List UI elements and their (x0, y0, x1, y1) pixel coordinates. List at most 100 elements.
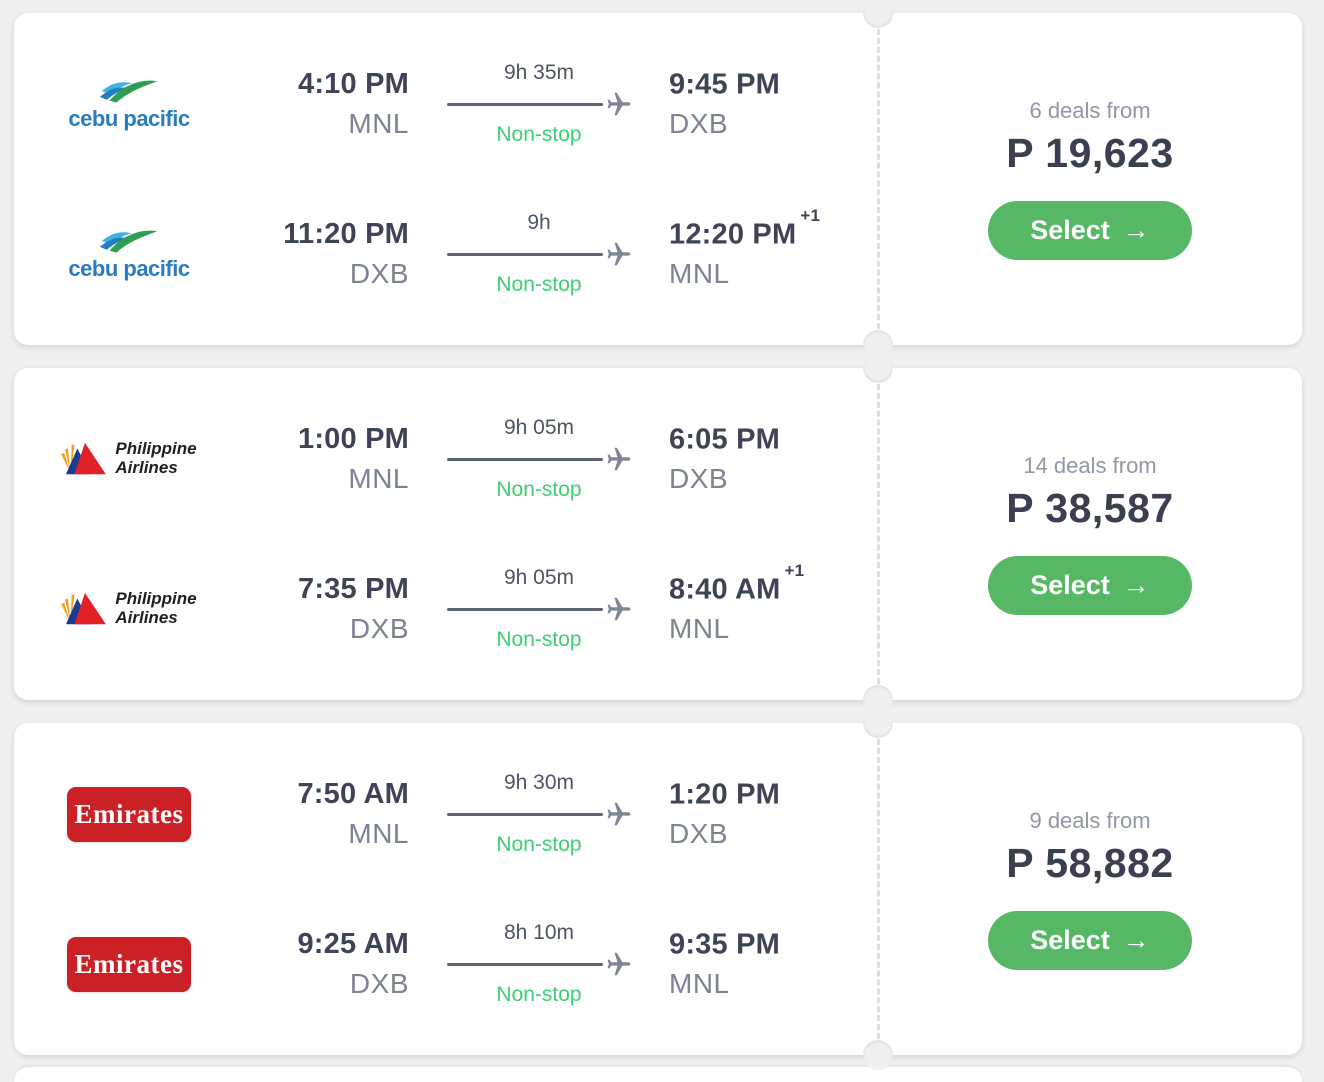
outbound-leg: Emirates 7:50 AM MNL 9h 30m Non-stop 1:2… (54, 771, 878, 857)
plane-icon (607, 952, 630, 976)
departure-time: 9:25 AM (297, 928, 409, 960)
ticket-notch-bottom (863, 1040, 893, 1070)
nonstop-label: Non-stop (496, 833, 582, 856)
nonstop-label: Non-stop (496, 273, 582, 296)
flight-result-card-philippine-airlines[interactable]: Philippine Airlines 1:00 PM MNL 9h 05m N… (14, 353, 1302, 715)
departure-block: 1:00 PM MNL (229, 423, 409, 495)
emirates-wordmark: Emirates (74, 798, 184, 829)
arrival-airport-code: MNL (669, 613, 730, 645)
flight-result-card-cebu-pacific[interactable]: cebu pacific 4:10 PM MNL 9h 35m Non-stop… (14, 0, 1302, 360)
duration-label: 9h 35m (503, 61, 575, 84)
plane-icon (607, 92, 630, 116)
ticket-perforation (877, 384, 880, 684)
route-line (434, 241, 644, 268)
route-line-bar (446, 812, 603, 817)
departure-airport-code: DXB (349, 968, 409, 999)
route-line-bar (446, 607, 603, 612)
departure-block: 7:50 AM MNL (229, 778, 409, 850)
philippine-airlines-wordmark: Philippine Airlines (115, 439, 197, 477)
route-line-bar (446, 252, 603, 257)
deals-count: 6 deals from (1029, 98, 1151, 123)
route-line (434, 596, 644, 623)
duration-label: 8h 10m (503, 921, 575, 944)
ticket-notch-top (863, 0, 893, 28)
outbound-leg: Philippine Airlines 1:00 PM MNL 9h 05m N… (54, 416, 878, 502)
select-button[interactable]: Select → (988, 911, 1192, 970)
plane-icon (607, 447, 630, 471)
airline-logo-philippine-airlines: Philippine Airlines (54, 440, 204, 478)
cebu-pacific-bird-icon (99, 80, 158, 103)
deals-count: 9 deals from (1029, 808, 1151, 833)
price-panel: 9 deals from P 58,882 Select → (878, 723, 1302, 1055)
duration-label: 9h 05m (503, 416, 575, 439)
emirates-logo: Emirates (67, 936, 191, 992)
nonstop-label: Non-stop (496, 478, 582, 501)
ticket-notch-top (863, 708, 893, 738)
arrival-time: 12:20 PM+1 (669, 205, 821, 251)
price: P 38,587 (1006, 485, 1174, 531)
flight-result-card-emirates[interactable]: Emirates 7:50 AM MNL 9h 30m Non-stop 1:2… (14, 708, 1302, 1070)
nonstop-label: Non-stop (496, 983, 582, 1006)
departure-airport-code: MNL (348, 463, 409, 494)
nonstop-label: Non-stop (496, 123, 582, 146)
departure-time: 7:35 PM (298, 573, 409, 605)
arrival-time: 9:35 PM (669, 928, 780, 961)
route-line (434, 951, 644, 978)
duration-block: 9h 05m Non-stop (434, 566, 644, 652)
price-panel: 14 deals from P 38,587 Select → (878, 368, 1302, 700)
plane-icon (607, 597, 630, 621)
plane-icon (607, 242, 630, 266)
return-leg: cebu pacific 11:20 PM DXB 9h Non-stop 12… (54, 205, 878, 297)
itinerary-panel: cebu pacific 4:10 PM MNL 9h 35m Non-stop… (14, 13, 878, 345)
departure-time: 11:20 PM (283, 218, 409, 250)
arrival-airport-code: DXB (669, 463, 729, 495)
departure-time: 7:50 AM (297, 778, 409, 810)
duration-block: 9h 05m Non-stop (434, 416, 644, 502)
ticket-perforation (877, 29, 880, 329)
arrival-airport-code: DXB (669, 108, 729, 140)
plane-icon (607, 802, 630, 826)
select-button-label: Select (1030, 215, 1110, 245)
cebu-pacific-bird-icon (99, 230, 158, 253)
return-leg: Emirates 9:25 AM DXB 8h 10m Non-stop 9:3… (54, 921, 878, 1007)
duration-label: 9h 05m (503, 566, 575, 589)
plus-day-badge: +1 (800, 205, 821, 225)
itinerary-panel: Emirates 7:50 AM MNL 9h 30m Non-stop 1:2… (14, 723, 878, 1055)
arrival-airport-code: MNL (669, 258, 730, 290)
arrival-block: 12:20 PM+1 MNL (669, 205, 878, 291)
arrival-block: 1:20 PM DXB (669, 778, 878, 851)
select-button-label: Select (1030, 925, 1110, 955)
arrival-airport-code: DXB (669, 818, 729, 850)
price-panel: 6 deals from P 19,623 Select → (878, 13, 1302, 345)
arrival-time: 9:45 PM (669, 68, 780, 101)
departure-block: 7:35 PM DXB (229, 573, 409, 645)
plus-day-badge: +1 (784, 560, 805, 580)
duration-block: 9h 35m Non-stop (434, 61, 644, 147)
duration-block: 9h Non-stop (434, 211, 644, 297)
itinerary-panel: Philippine Airlines 1:00 PM MNL 9h 05m N… (14, 368, 878, 700)
route-line (434, 446, 644, 473)
select-button-label: Select (1030, 570, 1110, 600)
philippine-airlines-icon (61, 442, 107, 475)
duration-block: 9h 30m Non-stop (434, 771, 644, 857)
departure-airport-code: DXB (349, 258, 409, 289)
philippine-airlines-icon (61, 592, 107, 625)
philippine-airlines-wordmark: Philippine Airlines (115, 589, 197, 627)
emirates-logo: Emirates (67, 786, 191, 842)
arrival-time: 1:20 PM (669, 778, 780, 811)
departure-airport-code: MNL (348, 818, 409, 849)
next-card-peek (14, 1067, 1302, 1082)
select-button[interactable]: Select → (988, 556, 1192, 615)
duration-block: 8h 10m Non-stop (434, 921, 644, 1007)
duration-label: 9h (527, 211, 551, 234)
arrow-right-icon: → (1122, 215, 1150, 245)
select-button[interactable]: Select → (988, 201, 1192, 260)
arrival-block: 6:05 PM DXB (669, 423, 878, 496)
duration-label: 9h 30m (503, 771, 575, 794)
departure-time: 1:00 PM (298, 423, 409, 455)
arrival-block: 8:40 AM+1 MNL (669, 561, 878, 646)
cebu-pacific-wordmark: cebu pacific (68, 106, 190, 131)
emirates-wordmark: Emirates (74, 948, 184, 979)
airline-logo-philippine-airlines: Philippine Airlines (54, 590, 204, 628)
departure-airport-code: DXB (349, 613, 409, 644)
